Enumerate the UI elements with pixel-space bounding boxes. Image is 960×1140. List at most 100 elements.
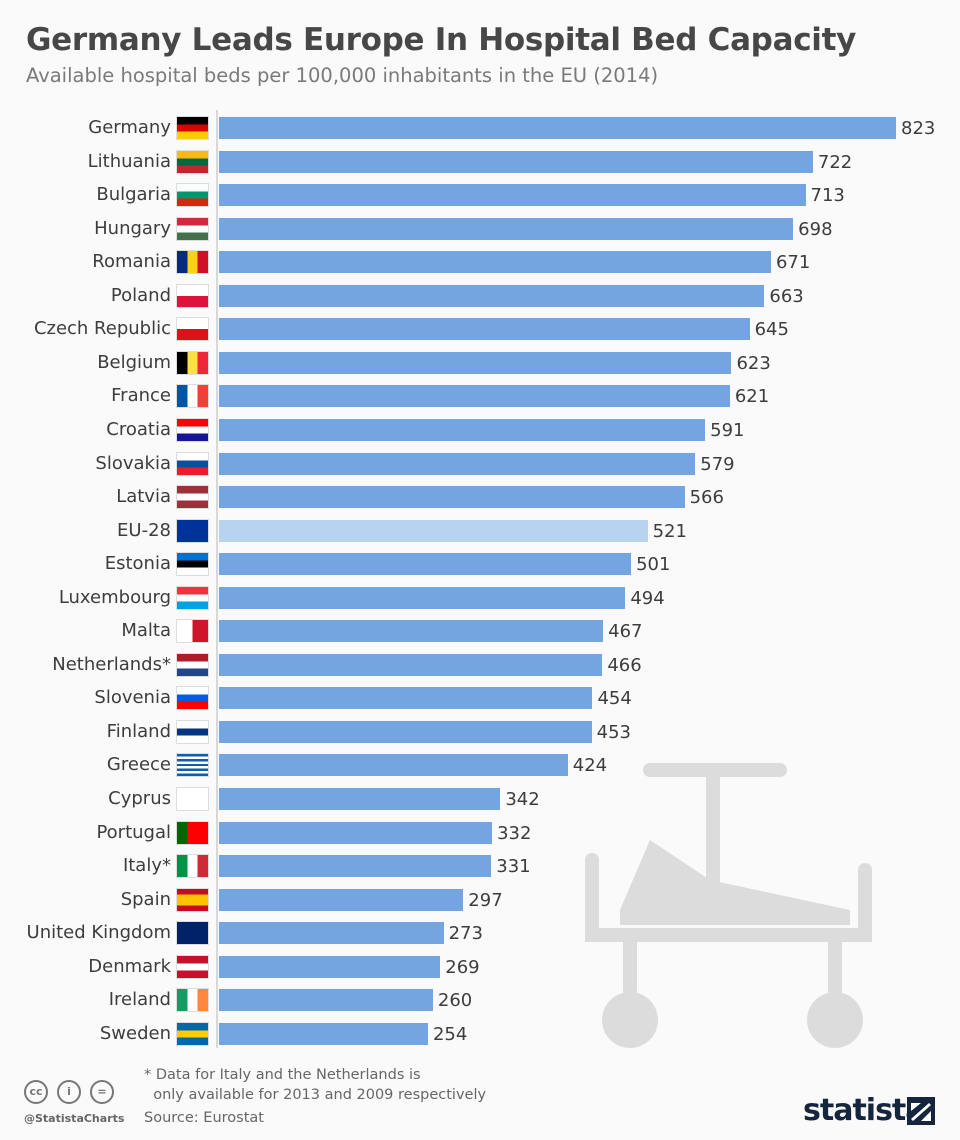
value-label: 713 (810, 185, 845, 207)
bar (219, 955, 441, 978)
bar-row: Cyprus 342 (0, 788, 960, 810)
flag-icon (177, 653, 208, 676)
category-label: Germany (88, 117, 171, 138)
category-label: Denmark (88, 955, 171, 977)
value-label: 621 (734, 386, 770, 408)
category-label: Romania (92, 251, 171, 273)
bar (219, 888, 464, 911)
flag-icon (177, 351, 208, 374)
bar-row: Bulgaria 713 (0, 184, 960, 207)
bar (219, 821, 493, 844)
bar (219, 284, 765, 307)
value-label: 579 (700, 453, 735, 475)
chart-title: Germany Leads Europe In Hospital Bed Cap… (26, 22, 857, 58)
category-label: Malta (121, 620, 171, 642)
bar (219, 855, 492, 878)
bar-row: United Kingdom 273 (0, 922, 960, 945)
flag-icon (177, 184, 208, 207)
flag-icon (177, 620, 208, 643)
value-label: 591 (710, 419, 745, 441)
value-label: 297 (468, 889, 503, 911)
category-label: Czech Republic (33, 318, 171, 340)
value-label: 494 (630, 587, 665, 609)
bar (219, 989, 433, 1012)
category-label: Ireland (108, 989, 171, 1011)
category-label: Sweden (99, 1022, 171, 1044)
twitter-handle[interactable]: @StatistaCharts (24, 1112, 125, 1125)
value-label: 331 (496, 856, 531, 878)
category-label: United Kingdom (26, 922, 171, 944)
value-label: 454 (597, 688, 632, 710)
bar-row: Ireland 260 (0, 989, 960, 1012)
bar (219, 720, 592, 743)
category-label: Belgium (97, 351, 171, 373)
bar (219, 318, 750, 341)
bar-row: Hungary 698 (0, 217, 960, 240)
bar (219, 653, 603, 676)
bar (219, 586, 626, 609)
category-label: Estonia (104, 553, 171, 575)
flag-icon (177, 486, 208, 509)
flag-icon (177, 1022, 208, 1045)
bar (219, 251, 771, 274)
flag-icon (177, 553, 208, 576)
flag-icon (177, 284, 208, 307)
bar-row: Croatia 591 (0, 418, 960, 441)
flag-icon (177, 754, 208, 777)
bar-row: Romania 671 (0, 251, 960, 274)
value-label: 566 (689, 487, 724, 509)
bar-row: Czech Republic 645 (0, 318, 960, 341)
category-label: Portugal (96, 821, 171, 843)
category-label: Slovenia (94, 687, 171, 709)
value-label: 424 (572, 755, 608, 777)
value-label: 671 (775, 252, 811, 274)
category-label: Poland (110, 284, 171, 306)
creative-commons-icon: cc (24, 1080, 48, 1104)
no-derivatives-icon: = (90, 1080, 114, 1104)
bar-row: Netherlands* 466 (0, 653, 960, 676)
bar-row: Finland 453 (0, 720, 960, 743)
bar-row: Denmark 269 (0, 955, 960, 978)
attribution-icon: i (57, 1080, 81, 1104)
category-label: EU-28 (117, 519, 171, 541)
bar (219, 385, 730, 408)
flag-icon (177, 955, 208, 978)
bar-row: Germany 823 (0, 117, 960, 139)
bar-row: Belgium 623 (0, 351, 960, 374)
value-label: 269 (445, 956, 480, 978)
value-label: 698 (798, 218, 833, 240)
bar (219, 184, 806, 207)
flag-icon (177, 989, 208, 1012)
flag-icon (177, 586, 208, 609)
bar (219, 687, 593, 710)
bar (219, 519, 648, 542)
flag-icon (177, 385, 208, 408)
bar-row: Slovenia 454 (0, 687, 960, 710)
value-label: 623 (736, 352, 771, 374)
flag-icon (177, 821, 208, 844)
category-label: Slovakia (95, 452, 171, 474)
flag-icon (177, 117, 208, 139)
hospital-bed-illustration (585, 763, 872, 1048)
value-label: 254 (432, 1023, 468, 1045)
value-label: 466 (607, 654, 642, 676)
flag-icon (177, 418, 208, 441)
statista-logo[interactable]: statista (803, 1093, 926, 1128)
bar-row: Estonia 501 (0, 553, 960, 576)
bar-row: Malta 467 (0, 620, 960, 643)
value-label: 332 (497, 822, 532, 844)
category-label: Hungary (94, 217, 171, 239)
value-label: 663 (769, 285, 804, 307)
value-label: 722 (817, 151, 853, 173)
value-label: 260 (437, 990, 473, 1012)
category-label: Finland (106, 720, 171, 742)
bar-row: Greece 424 (0, 754, 960, 777)
category-label: Spain (120, 888, 171, 910)
category-label: Latvia (116, 486, 171, 508)
category-label: Croatia (106, 418, 171, 440)
bar (219, 217, 794, 240)
bar-row: Portugal 332 (0, 821, 960, 844)
source-note: Source: Eurostat (144, 1110, 264, 1126)
bar (219, 553, 632, 576)
